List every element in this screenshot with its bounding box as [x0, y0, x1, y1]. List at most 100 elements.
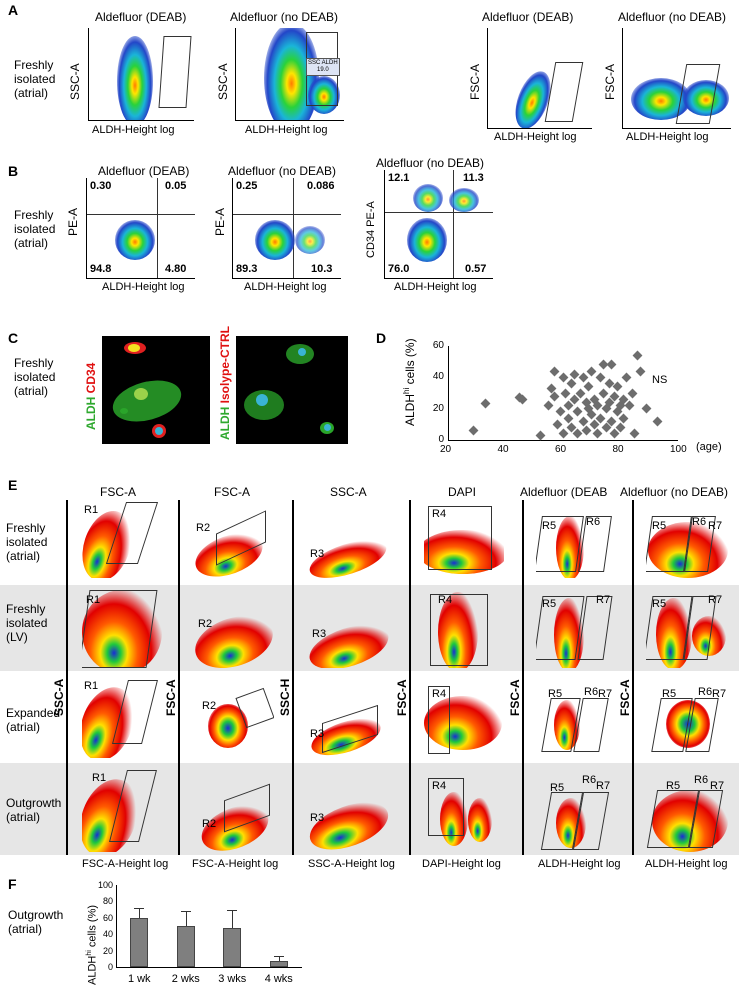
- panel-b-plot3-xlabel: ALDH-Height log: [394, 281, 477, 293]
- quadrant-ur-value: 0.086: [307, 180, 335, 192]
- ns-annotation: NS: [652, 374, 668, 386]
- e-plot-r3c1: R1: [82, 678, 162, 758]
- scatter-point: [606, 359, 617, 370]
- col-ylabel-3: SSC-H: [278, 678, 292, 716]
- panel-e-row3-label: Expanded (atrial): [6, 706, 61, 734]
- scatter-point: [560, 388, 571, 398]
- scatter-point: [652, 416, 663, 427]
- e-plot-r4c1: R1: [82, 768, 162, 852]
- scatter-point: [629, 428, 640, 439]
- panel-b-plot3-title: Aldefluor (no DEAB): [376, 156, 485, 170]
- panel-a-plot4-title: Aldefluor (no DEAB): [618, 10, 727, 24]
- scatter-point: [558, 428, 568, 439]
- col-ylabel-6: FSC-A: [618, 679, 632, 716]
- panel-label-a: A: [8, 2, 19, 18]
- e-plot-r4c4: R4: [424, 768, 504, 852]
- panel-b-plot2-ylabel: PE-A: [213, 207, 227, 236]
- error-bar: [278, 955, 280, 962]
- y-axis: [116, 885, 117, 967]
- y-tick-label: 0: [438, 434, 444, 445]
- e-plot-r2c4: R4: [424, 590, 504, 668]
- e-plot-r2c2: R2: [194, 590, 274, 668]
- panel-b-plot1-xlabel: ALDH-Height log: [102, 281, 185, 293]
- cell-density-cloud: [683, 80, 729, 116]
- bar: [176, 926, 195, 967]
- panel-a-plot1-ylabel: SSC-A: [68, 63, 82, 100]
- gate-label: SSC ALDH 19.0: [306, 58, 340, 76]
- e-plot-r2c5: R5 R7: [536, 590, 618, 668]
- x-tick-label: 100: [670, 444, 687, 455]
- e-plot-r3c2: R2: [194, 678, 274, 758]
- e-plot-r3c3: R3: [308, 678, 390, 758]
- panel-a-plot1-title: Aldefluor (DEAB): [95, 10, 187, 24]
- panel-c-img2-aldh-label: ALDH Isolype-CTRL: [218, 325, 232, 440]
- panel-b-plot1-ylabel: PE-A: [66, 207, 80, 236]
- y-axis: [448, 346, 449, 440]
- x-tick-label: 2 wks: [171, 973, 200, 985]
- panel-label-f: F: [8, 876, 17, 892]
- panel-a-plot2: SSC ALDH 19.0: [235, 28, 344, 121]
- col-title-5: Aldefluor (DEAB: [520, 485, 608, 499]
- panel-b-plot2: 0.25 0.086 89.3 10.3: [232, 178, 341, 279]
- cell-density-cloud: [413, 184, 443, 212]
- scatter-point: [549, 366, 560, 377]
- panel-d-ylabel: ALDHhi cells (%): [402, 338, 417, 426]
- gate-polygon: [675, 64, 721, 124]
- panel-a-plot2-title: Aldefluor (no DEAB): [230, 10, 339, 24]
- x-tick-label: 20: [440, 444, 452, 455]
- col-xlabel-4: DAPI-Height log: [422, 858, 501, 870]
- panel-e-row4-label: Outgrowth (atrial): [6, 796, 62, 824]
- col-ylabel-4: FSC-A: [395, 679, 409, 716]
- cell-density-cloud: [255, 220, 295, 260]
- panel-a-plot3: [487, 28, 592, 129]
- col-ylabel-5: FSC-A: [508, 679, 522, 716]
- panel-a-plot4-xlabel: ALDH-Height log: [626, 131, 709, 143]
- error-bar: [139, 907, 141, 918]
- y-tick-label: 0: [107, 962, 113, 972]
- y-tick-label: 40: [102, 929, 113, 940]
- e-plot-r4c5: R5 R6 R7: [536, 768, 618, 852]
- col-xlabel-3: SSC-A-Height log: [308, 858, 395, 870]
- panel-f-ylabel: ALDHhi cells (%): [86, 904, 99, 985]
- quadrant-ur-value: 0.05: [165, 180, 187, 192]
- scatter-point: [612, 381, 623, 392]
- col-xlabel-6: ALDH-Height log: [645, 858, 728, 870]
- scatter-point: [595, 372, 606, 383]
- y-tick-label: 80: [102, 896, 113, 907]
- panel-b-plot1-title: Aldefluor (DEAB): [98, 164, 190, 178]
- panel-c-micrograph-1: [102, 336, 210, 444]
- panel-d-xlabel: (age): [696, 441, 722, 453]
- cell-density-cloud: [117, 36, 153, 120]
- panel-a-plot2-xlabel: ALDH-Height log: [245, 124, 328, 136]
- scatter-point: [535, 430, 545, 441]
- scatter-point: [480, 399, 491, 409]
- e-plot-r2c6: R5 R7: [646, 590, 730, 668]
- x-tick-label: 80: [612, 444, 624, 455]
- cell-density-cloud: [631, 78, 691, 120]
- cell-density-cloud: [115, 220, 155, 260]
- cell-density-cloud: [449, 188, 479, 212]
- e-plot-r3c6: R5 R6 R7: [646, 678, 730, 758]
- e-plot-r1c4: R4: [424, 502, 504, 578]
- x-tick-label: 60: [555, 444, 567, 455]
- scatter-point: [641, 403, 652, 414]
- panel-b-plot1: 0.30 0.05 94.8 4.80: [86, 178, 195, 279]
- panel-b-plot3-ylabel: CD34 PE-A: [365, 201, 377, 258]
- panel-c-row-label: Freshly isolated (atrial): [14, 356, 56, 398]
- quadrant-ll-value: 76.0: [388, 263, 410, 275]
- scatter-point: [552, 419, 563, 430]
- x-tick-label: 40: [497, 444, 509, 455]
- scatter-point: [598, 388, 609, 398]
- scatter-point: [468, 425, 479, 436]
- col-ylabel-2: FSC-A: [164, 679, 178, 716]
- scatter-point: [592, 400, 603, 411]
- y-tick-label: 40: [432, 371, 444, 383]
- scatter-point: [558, 372, 568, 383]
- cell-density-cloud: [308, 76, 340, 114]
- e-plot-r1c6: R5 R6 R7: [646, 502, 730, 578]
- panel-a-plot3-ylabel: FSC-A: [468, 64, 482, 100]
- error-bar: [232, 909, 234, 929]
- panel-e-row2-label: Freshly isolated (LV): [6, 602, 48, 644]
- gate-polygon: [544, 62, 584, 122]
- col-xlabel-5: ALDH-Height log: [538, 858, 621, 870]
